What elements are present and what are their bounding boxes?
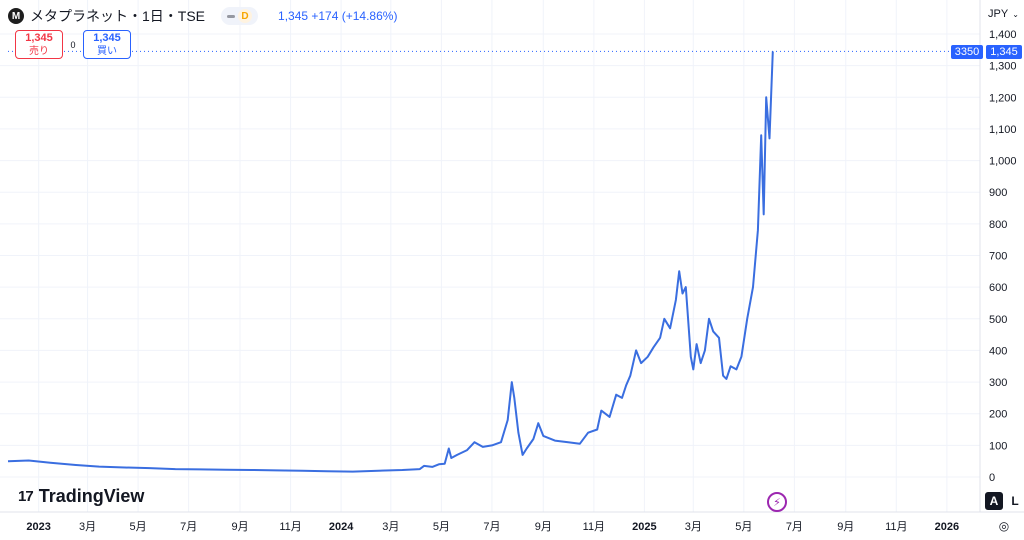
y-tick-label: 600 (989, 282, 1007, 294)
x-tick-label: 11月 (279, 521, 301, 533)
y-tick-label: 100 (989, 440, 1007, 452)
y-tick-label: 400 (989, 345, 1007, 357)
y-tick-label: 700 (989, 251, 1007, 263)
currency-selector[interactable]: JPY ⌄ (988, 8, 1019, 20)
x-tick-label: 11月 (885, 521, 907, 533)
delayed-data-badge: D (238, 9, 253, 23)
price-series-line[interactable] (7, 51, 774, 473)
tradingview-mark-icon: 17 (18, 488, 34, 505)
x-tick-label: 11月 (583, 521, 605, 533)
price-axis[interactable]: 0 100 200 300 400 500 600 700 800 900 1,000 1,100 1,… (989, 29, 1017, 484)
y-tick-label: 900 (989, 187, 1007, 199)
x-tick-label: 2024 (329, 521, 354, 533)
tradingview-wordmark: TradingView (38, 486, 145, 506)
y-tick-label: 0 (989, 472, 995, 484)
x-tick-label: 3月 (382, 521, 399, 533)
x-tick-label: 9月 (231, 521, 248, 533)
symbol-title[interactable]: メタプラネット・1日・TSE (30, 8, 206, 24)
buy-button[interactable]: 1,345 買い (83, 30, 131, 59)
market-status-pill[interactable]: D (221, 7, 259, 25)
y-tick-label: 800 (989, 219, 1007, 231)
sell-price: 1,345 (25, 32, 53, 44)
lightning-icon[interactable]: ⚡ (767, 492, 787, 512)
x-tick-label: 2023 (26, 521, 50, 533)
y-tick-label: 500 (989, 314, 1007, 326)
x-tick-label: 7月 (483, 521, 500, 533)
x-tick-label: 5月 (433, 521, 450, 533)
trade-buttons: 1,345 売り 0 1,345 買い (15, 30, 131, 59)
x-tick-label: 9月 (837, 521, 854, 533)
x-tick-label: 7月 (180, 521, 197, 533)
x-tick-label: 7月 (786, 521, 803, 533)
y-tick-label: 1,000 (989, 156, 1017, 168)
log-scale-button[interactable]: L (1006, 492, 1024, 510)
x-tick-label: 9月 (535, 521, 552, 533)
spread-value: 0 (70, 39, 76, 50)
chevron-down-icon: ⌄ (1012, 9, 1019, 19)
x-tick-label: 3月 (685, 521, 702, 533)
price-change-quote: 1,345 +174 (+14.86%) (278, 9, 398, 23)
status-dash-icon (227, 14, 236, 18)
y-tick-label: 1,300 (989, 61, 1017, 73)
y-tick-label: 1,400 (989, 29, 1017, 41)
x-tick-label: 3月 (79, 521, 96, 533)
crosshair-price-tag: 3350 (951, 45, 983, 59)
last-price-tag: 1,345 (986, 45, 1022, 59)
auto-scale-button[interactable]: A (985, 492, 1003, 510)
company-logo-icon: M (8, 8, 24, 24)
x-tick-label: 5月 (130, 521, 147, 533)
settings-icon[interactable]: ◎ (998, 519, 1010, 533)
grid-lines (0, 0, 980, 512)
buy-price: 1,345 (93, 32, 121, 44)
x-tick-label: 2025 (632, 521, 656, 533)
tradingview-logo[interactable]: 17 TradingView (18, 486, 144, 507)
time-axis[interactable]: 2023 3月 5月 7月 9月 11月 2024 3月 5月 7月 9月 11月 2025 3月 5月 7月… (26, 521, 959, 533)
y-tick-label: 300 (989, 377, 1007, 389)
y-tick-label: 1,100 (989, 124, 1017, 136)
sell-button[interactable]: 1,345 売り (15, 30, 63, 59)
x-tick-label: 5月 (735, 521, 752, 533)
currency-label: JPY (988, 8, 1009, 20)
y-tick-label: 1,200 (989, 92, 1017, 104)
y-tick-label: 200 (989, 409, 1007, 421)
buy-label: 買い (97, 46, 117, 57)
symbol-header[interactable]: M メタプラネット・1日・TSE D 1,345 +174 (+14.86%) (8, 6, 397, 26)
sell-label: 売り (29, 46, 49, 57)
x-tick-label: 2026 (935, 521, 959, 533)
